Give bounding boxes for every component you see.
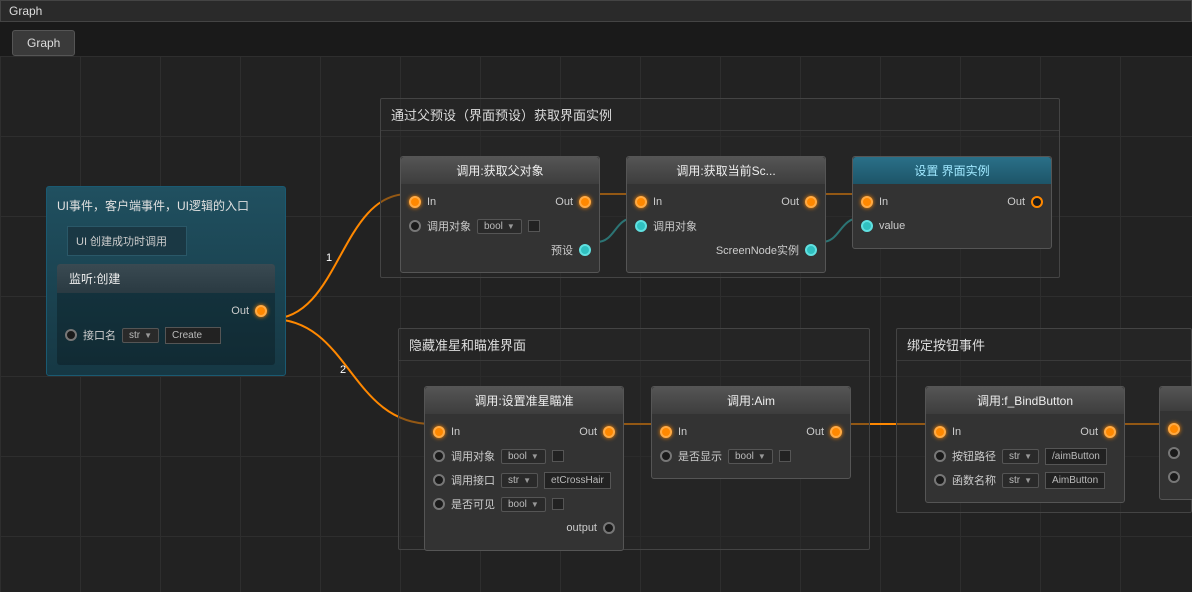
data-in-port[interactable]	[433, 474, 445, 486]
type-selector[interactable]: str▼	[1002, 449, 1039, 464]
node-header[interactable]: 设置 界面实例	[853, 157, 1051, 184]
event-title: UI事件，客户端事件，UI逻辑的入口	[57, 197, 275, 214]
param-port[interactable]	[65, 329, 77, 341]
value-field[interactable]: Create	[165, 327, 221, 344]
data-in-port[interactable]	[861, 220, 873, 232]
type-selector[interactable]: bool▼	[477, 219, 522, 234]
value-field[interactable]: etCrossHair	[544, 472, 611, 489]
bool-checkbox[interactable]	[779, 450, 791, 462]
type-selector[interactable]: bool▼	[501, 497, 546, 512]
exec-out-port[interactable]	[1031, 196, 1043, 208]
data-in-port[interactable]	[1168, 471, 1180, 483]
exec-out-port[interactable]	[805, 196, 817, 208]
data-in-port[interactable]	[635, 220, 647, 232]
exec-out-port[interactable]	[255, 305, 267, 317]
node-aim[interactable]: 调用:Aim In Out 是否显示bool▼	[651, 386, 851, 479]
event-node[interactable]: UI事件，客户端事件，UI逻辑的入口 UI 创建成功时调用 监听:创建 Out …	[46, 186, 286, 376]
node-header[interactable]: 调用:f_BindButton	[926, 387, 1124, 414]
node-get-current-sc[interactable]: 调用:获取当前Sc... In Out 调用对象 ScreenNode实例	[626, 156, 826, 273]
data-in-port[interactable]	[934, 474, 946, 486]
event-node-header[interactable]: 监听:创建	[57, 264, 275, 293]
value-field[interactable]: /aimButton	[1045, 448, 1107, 465]
node-get-parent[interactable]: 调用:获取父对象 In Out 调用对象bool▼ 预设	[400, 156, 600, 273]
data-in-port[interactable]	[433, 498, 445, 510]
exec-in-port[interactable]	[635, 196, 647, 208]
exec-out-port[interactable]	[579, 196, 591, 208]
window-titlebar: Graph	[0, 0, 1192, 22]
exec-out-port[interactable]	[603, 426, 615, 438]
window-title: Graph	[9, 4, 42, 18]
value-field[interactable]: AimButton	[1045, 472, 1105, 489]
type-selector[interactable]: bool▼	[728, 449, 773, 464]
data-in-port[interactable]	[409, 220, 421, 232]
exec-in-port[interactable]	[409, 196, 421, 208]
data-in-port[interactable]	[934, 450, 946, 462]
node-header[interactable]: 调用:获取父对象	[401, 157, 599, 184]
node-offscreen[interactable]	[1159, 386, 1192, 500]
exec-out-port[interactable]	[1104, 426, 1116, 438]
bool-checkbox[interactable]	[552, 450, 564, 462]
event-sub-label: UI 创建成功时调用	[67, 226, 187, 256]
exec-in-port[interactable]	[934, 426, 946, 438]
param-label: 接口名	[83, 327, 116, 343]
data-in-port[interactable]	[1168, 447, 1180, 459]
type-selector[interactable]: str▼	[501, 473, 538, 488]
data-out-port[interactable]	[805, 244, 817, 256]
exec-in-port[interactable]	[660, 426, 672, 438]
node-set-ui-instance[interactable]: 设置 界面实例 In Out value	[852, 156, 1052, 249]
node-header[interactable]: 调用:获取当前Sc...	[627, 157, 825, 184]
exec-in-port[interactable]	[1168, 423, 1180, 435]
bool-checkbox[interactable]	[552, 498, 564, 510]
exec-in-port[interactable]	[861, 196, 873, 208]
tab-bar: Graph	[0, 22, 1192, 56]
data-in-port[interactable]	[433, 450, 445, 462]
data-in-port[interactable]	[660, 450, 672, 462]
node-bind-button[interactable]: 调用:f_BindButton In Out 按钮路径str▼/aimButto…	[925, 386, 1125, 503]
tab-graph[interactable]: Graph	[12, 30, 75, 56]
node-header[interactable]	[1160, 387, 1192, 411]
group-mid-title: 隐藏准星和瞄准界面	[399, 329, 869, 361]
exec-in-port[interactable]	[433, 426, 445, 438]
data-out-port[interactable]	[603, 522, 615, 534]
type-selector[interactable]: bool▼	[501, 449, 546, 464]
exec-out-port[interactable]	[830, 426, 842, 438]
group-top-title: 通过父预设（界面预设）获取界面实例	[381, 99, 1059, 131]
node-header[interactable]: 调用:Aim	[652, 387, 850, 414]
node-header[interactable]: 调用:设置准星瞄准	[425, 387, 623, 414]
bool-checkbox[interactable]	[528, 220, 540, 232]
group-right-title: 绑定按钮事件	[897, 329, 1191, 361]
data-out-port[interactable]	[579, 244, 591, 256]
type-selector[interactable]: str▼	[122, 328, 159, 343]
port-label-out: Out	[231, 305, 249, 317]
type-selector[interactable]: str▼	[1002, 473, 1039, 488]
node-set-crosshair[interactable]: 调用:设置准星瞄准 In Out 调用对象bool▼ 调用接口str▼etCro…	[424, 386, 624, 551]
wire-label-2: 2	[340, 364, 346, 376]
graph-canvas[interactable]: 1 2 UI事件，客户端事件，UI逻辑的入口 UI 创建成功时调用 监听:创建 …	[0, 56, 1192, 592]
wire-label-1: 1	[326, 252, 332, 264]
